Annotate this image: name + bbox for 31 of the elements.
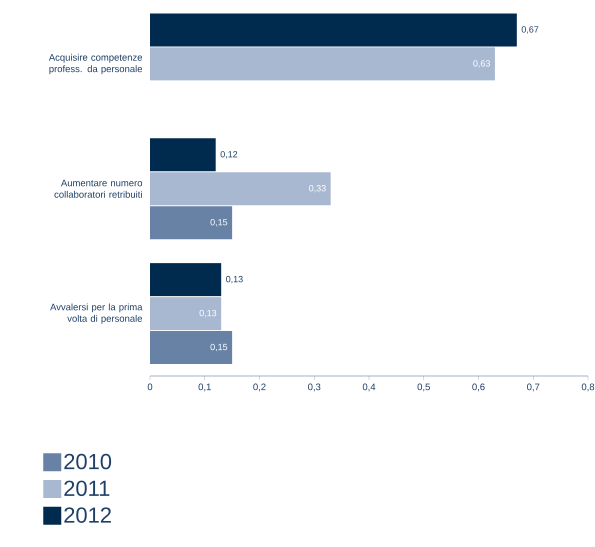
x-tick-label: 0,7: [527, 384, 540, 392]
bar: [150, 13, 517, 46]
data-label: 0,13: [200, 310, 216, 318]
data-label: 0,15: [210, 344, 228, 352]
bar: [150, 263, 222, 296]
bar: [150, 297, 222, 330]
x-tick-label: 0,3: [308, 384, 320, 392]
x-tick-label: 0,4: [362, 384, 376, 392]
data-label: 0,13: [226, 276, 243, 284]
legend-label: 2012: [64, 507, 111, 523]
y-tick-label: Aumentare numero collaboratori retribuiti: [54, 180, 142, 198]
bar: [150, 206, 232, 240]
data-label: 0,12: [220, 151, 238, 158]
data-label: 0,33: [309, 185, 326, 192]
legend-label: 2010: [64, 454, 112, 470]
data-label: 0,63: [473, 60, 490, 68]
x-tick-label: 0,2: [253, 384, 266, 392]
bar: [150, 331, 232, 364]
bar: [150, 138, 216, 172]
x-tick-label: 0: [148, 384, 152, 390]
data-label: 0,67: [522, 26, 538, 34]
bar: [150, 172, 331, 206]
x-tick-label: 0,1: [198, 384, 211, 392]
y-tick-label: Acquisire competenze profess. da personale: [48, 54, 142, 74]
data-label: 0,15: [210, 219, 228, 226]
bar: [150, 47, 495, 80]
x-tick-label: 0,6: [472, 384, 485, 392]
legend-label: 2011: [64, 480, 110, 496]
x-tick-label: 0,5: [418, 384, 430, 392]
x-tick-label: 0,8: [582, 384, 594, 392]
y-tick-label: Avvalersi per la prima volta di personale: [50, 303, 142, 324]
